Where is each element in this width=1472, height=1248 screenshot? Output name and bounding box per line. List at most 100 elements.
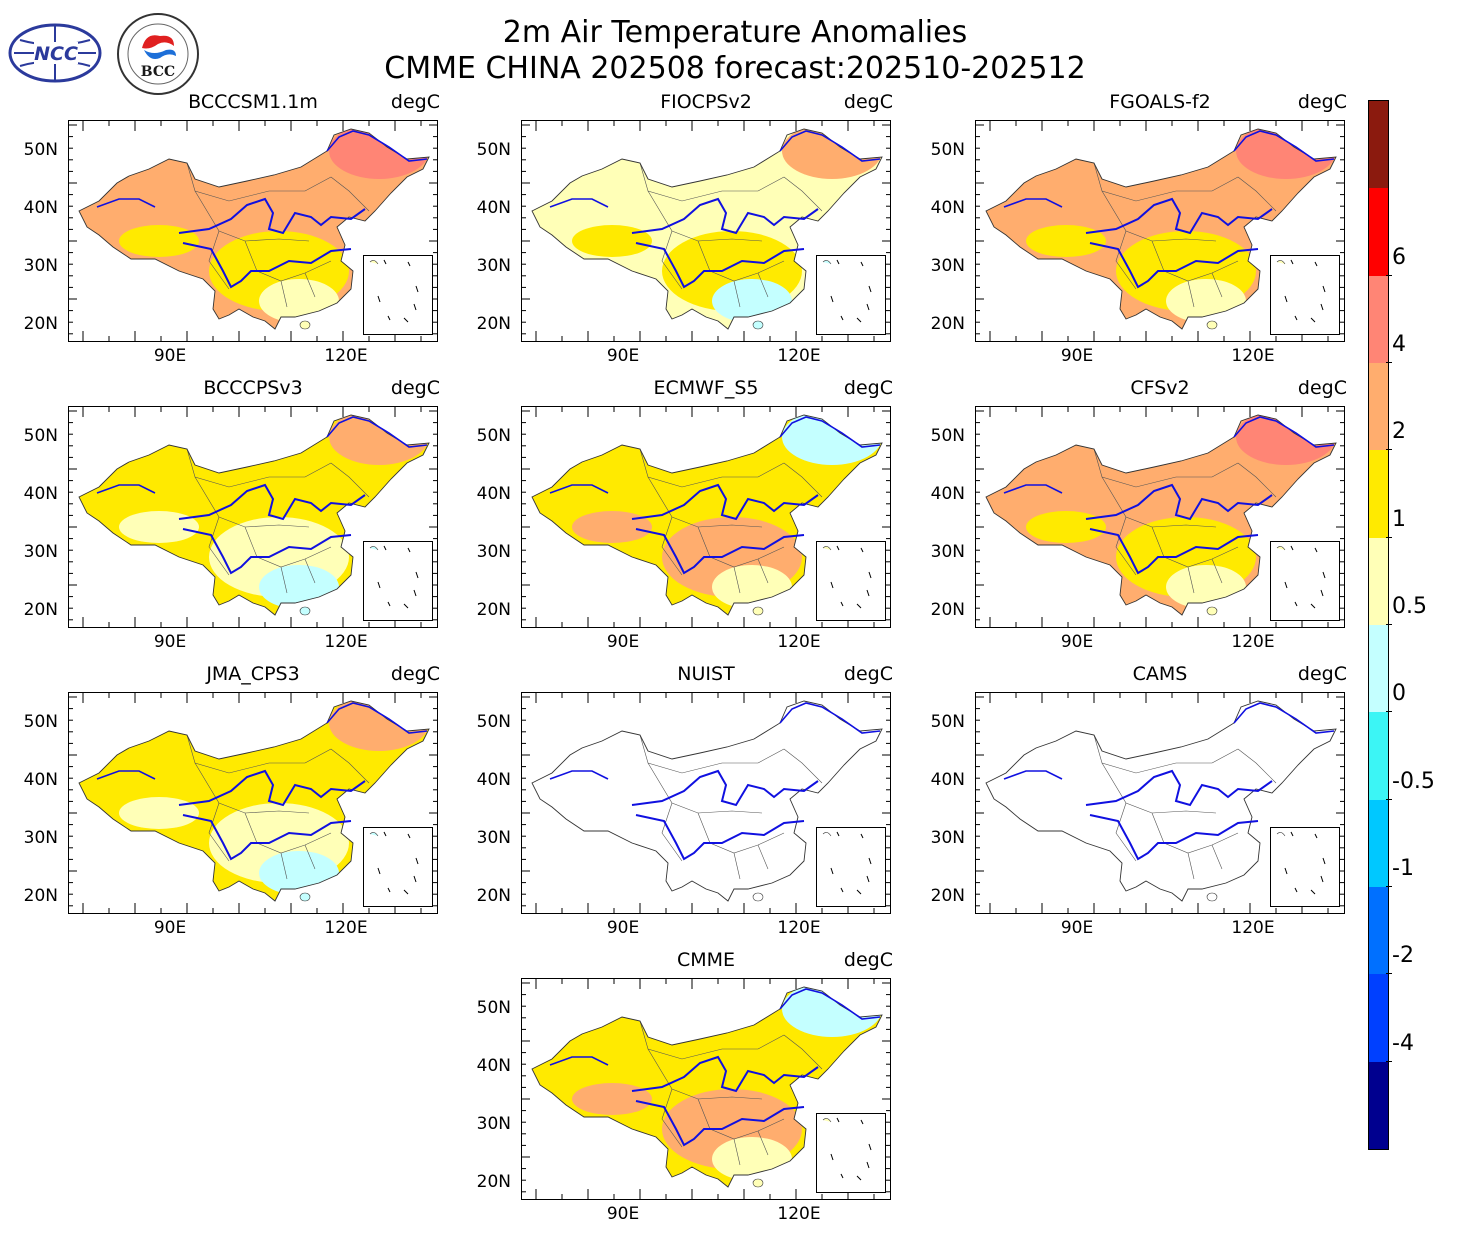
y-tick-label: 50N <box>930 426 965 446</box>
panel-unit: degC <box>1297 663 1347 685</box>
panel-title: BCCCSM1.1m <box>188 91 318 113</box>
map-frame <box>68 120 438 342</box>
colorbar-segment <box>1369 101 1388 189</box>
colorbar-label: 0 <box>1392 681 1406 707</box>
x-tick-label: 90E <box>153 632 187 652</box>
y-tick-label: 40N <box>930 484 965 504</box>
ncc-logo: NCC <box>8 22 102 84</box>
panel-unit: degC <box>390 377 440 399</box>
colorbar-label: 0.5 <box>1392 594 1427 619</box>
y-tick-label: 30N <box>476 828 511 848</box>
panel-title: ECMWF_S5 <box>653 377 759 399</box>
colorbar-segment <box>1369 974 1388 1062</box>
map-panel-bcccpsv3: BCCCPSv3 degC 50N 40N 30N 20N 90E 120E <box>0 377 440 666</box>
panel-unit: degC <box>843 663 893 685</box>
figure-title: 2m Air Temperature Anomalies <box>502 15 968 50</box>
y-tick-label: 50N <box>23 140 58 160</box>
y-tick-label: 40N <box>23 484 58 504</box>
south-china-sea-inset <box>363 541 433 621</box>
colorbar-tick <box>1386 449 1392 451</box>
y-tick-label: 20N <box>930 314 965 334</box>
colorbar-tick <box>1386 362 1392 363</box>
x-tick-label: 120E <box>1231 918 1275 938</box>
map-frame <box>521 978 891 1200</box>
y-tick-label: 30N <box>930 828 965 848</box>
panel-unit: degC <box>1297 377 1347 399</box>
y-tick-label: 30N <box>23 542 58 562</box>
panel-title: CMME <box>676 949 736 971</box>
y-tick-label: 20N <box>930 600 965 620</box>
map-frame <box>975 120 1345 342</box>
panel-title: FIOCPSv2 <box>660 91 752 113</box>
y-tick-label: 40N <box>476 770 511 790</box>
panel-title: CFSv2 <box>1130 377 1190 399</box>
y-tick-label: 40N <box>23 770 58 790</box>
map-frame <box>975 692 1345 914</box>
map-panel-cfsv2: CFSv2 degC 50N 40N 30N 20N 90E 120E <box>907 377 1347 666</box>
colorbar-tick <box>1386 274 1392 276</box>
map-frame <box>68 406 438 628</box>
y-tick-label: 20N <box>23 600 58 620</box>
south-china-sea-inset <box>1270 827 1340 907</box>
colorbar-segment <box>1369 712 1388 800</box>
x-tick-label: 120E <box>777 632 821 652</box>
y-tick-label: 20N <box>476 314 511 334</box>
map-panel-fgoals-f2: FGOALS-f2 degC 50N 40N 30N 20N 90E 120E <box>907 91 1347 380</box>
colorbar-segment <box>1369 537 1388 625</box>
map-panel-nuist: NUIST degC 50N 40N 30N 20N 90E 120E <box>453 663 893 952</box>
svg-text:BCC: BCC <box>141 64 175 80</box>
colorbar-segment <box>1369 450 1388 538</box>
colorbar-tick <box>1386 1060 1392 1062</box>
y-tick-label: 50N <box>930 140 965 160</box>
map-frame <box>68 692 438 914</box>
x-tick-label: 90E <box>606 918 640 938</box>
y-tick-label: 20N <box>930 886 965 906</box>
colorbar-segment <box>1369 275 1388 363</box>
x-tick-label: 120E <box>324 346 368 366</box>
south-china-sea-inset <box>363 255 433 335</box>
bcc-logo: BCC <box>116 12 200 96</box>
colorbar-label: 6 <box>1392 244 1406 270</box>
y-tick-label: 50N <box>930 712 965 732</box>
colorbar-label: 1 <box>1392 506 1406 532</box>
svg-text:NCC: NCC <box>34 43 78 65</box>
y-tick-label: 50N <box>476 140 511 160</box>
x-tick-label: 90E <box>606 1204 640 1224</box>
x-tick-label: 120E <box>324 632 368 652</box>
map-panel-cams: CAMS degC 50N 40N 30N 20N 90E 120E <box>907 663 1347 952</box>
x-tick-label: 90E <box>606 632 640 652</box>
x-tick-label: 90E <box>153 918 187 938</box>
colorbar-label: 2 <box>1392 419 1406 445</box>
map-panel-cmme: CMME degC 50N 40N 30N 20N 90E 120E <box>453 949 893 1238</box>
x-tick-label: 120E <box>1231 346 1275 366</box>
colorbar-segment <box>1369 799 1388 887</box>
colorbar-label: -4 <box>1392 1030 1414 1056</box>
south-china-sea-inset <box>1270 541 1340 621</box>
panel-unit: degC <box>390 663 440 685</box>
panel-unit: degC <box>843 91 893 113</box>
y-tick-label: 30N <box>930 256 965 276</box>
colorbar-label: -0.5 <box>1392 768 1435 794</box>
map-frame <box>521 406 891 628</box>
x-tick-label: 120E <box>1231 632 1275 652</box>
y-tick-label: 20N <box>23 314 58 334</box>
south-china-sea-inset <box>1270 255 1340 335</box>
y-tick-label: 30N <box>476 1114 511 1134</box>
x-tick-label: 120E <box>324 918 368 938</box>
colorbar-label: -2 <box>1392 943 1414 969</box>
y-tick-label: 50N <box>476 426 511 446</box>
map-panel-jma-cps3: JMA_CPS3 degC 50N 40N 30N 20N 90E 120E <box>0 663 440 952</box>
y-tick-label: 50N <box>476 712 511 732</box>
colorbar-tick <box>1386 973 1392 975</box>
panel-title: NUIST <box>677 663 735 685</box>
y-tick-label: 40N <box>476 484 511 504</box>
map-panel-ecmwf-s5: ECMWF_S5 degC 50N 40N 30N 20N 90E 120E <box>453 377 893 666</box>
colorbar-tick <box>1386 624 1392 625</box>
colorbar-segment <box>1369 362 1388 451</box>
x-tick-label: 120E <box>777 346 821 366</box>
panel-unit: degC <box>843 377 893 399</box>
y-tick-label: 20N <box>476 600 511 620</box>
y-tick-label: 30N <box>476 256 511 276</box>
y-tick-label: 40N <box>476 1056 511 1076</box>
y-tick-label: 20N <box>476 1172 511 1192</box>
